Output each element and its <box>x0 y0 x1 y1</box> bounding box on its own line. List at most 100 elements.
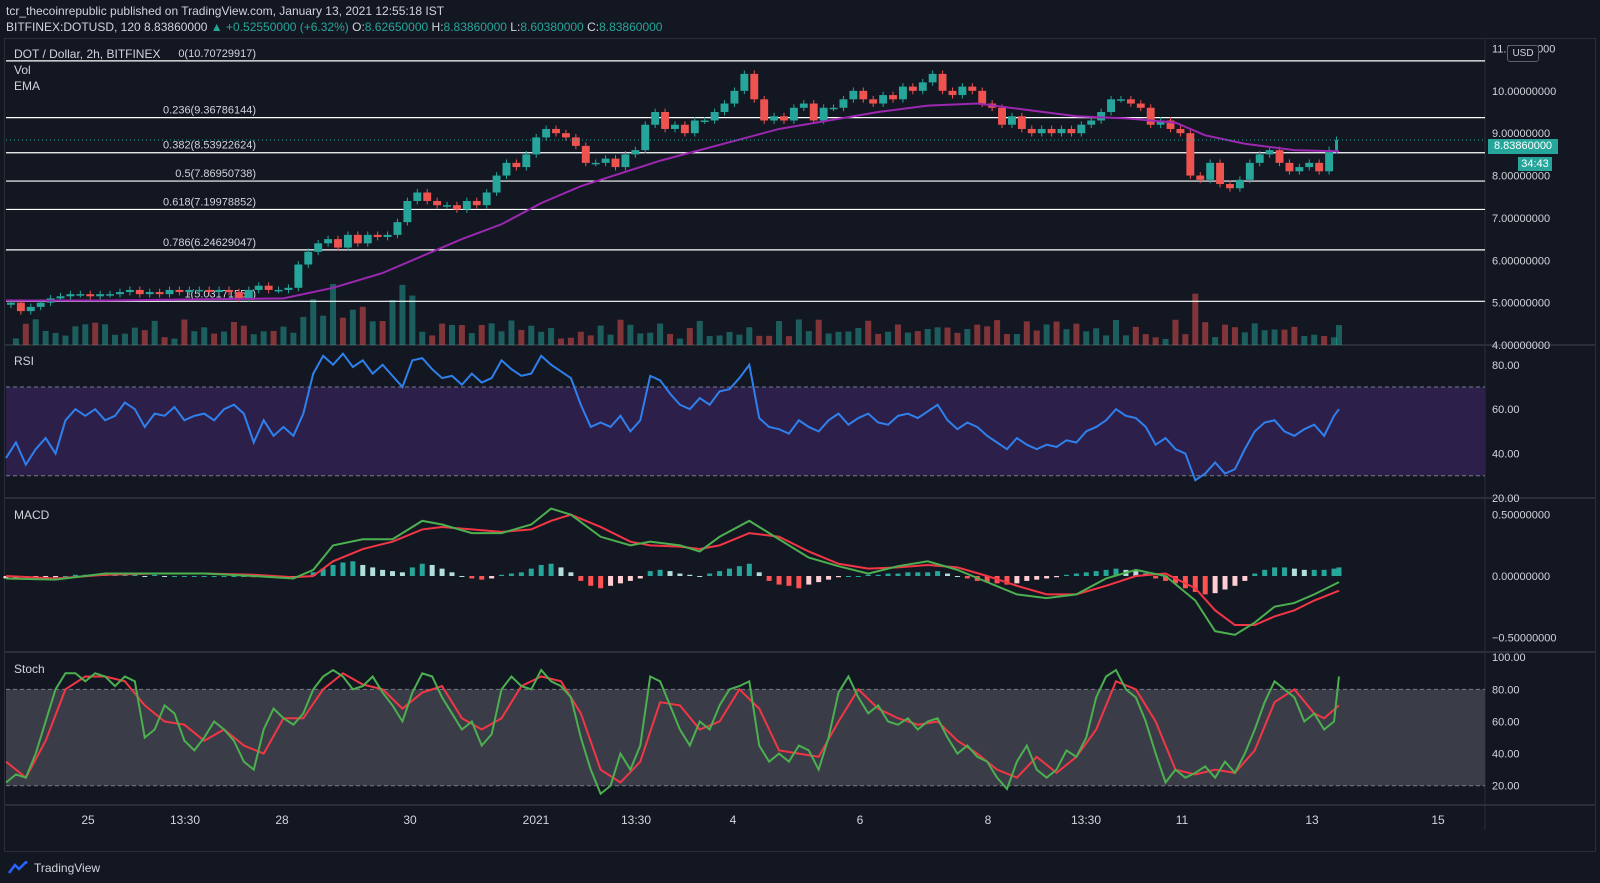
candle-body <box>1107 99 1116 113</box>
candle-body <box>562 133 570 138</box>
volume-bar <box>82 324 89 345</box>
candle-body <box>859 90 868 100</box>
candle-body <box>552 128 561 134</box>
candle-body <box>898 86 907 100</box>
macd-histogram-bar <box>1044 576 1050 579</box>
candle-body <box>195 289 204 292</box>
candle-body <box>1325 150 1334 172</box>
candle-body <box>948 90 957 96</box>
time-axis-tick: 28 <box>275 813 289 827</box>
footer-brand[interactable]: TradingView <box>8 857 100 879</box>
candle-body <box>789 107 798 121</box>
volume-bar <box>1023 321 1030 345</box>
volume-bar <box>399 284 406 345</box>
candle-body <box>1097 112 1106 121</box>
volume-bar <box>746 327 753 345</box>
candle-body <box>304 251 313 265</box>
candle-body <box>1136 103 1145 108</box>
candle-body <box>918 82 927 91</box>
volume-bar <box>240 325 247 345</box>
candle-body <box>1285 162 1294 172</box>
fib-level-label: 0.618(7.19978852) <box>163 196 256 208</box>
volume-bar <box>290 332 297 345</box>
candle-body <box>740 73 749 91</box>
macd-histogram-bar <box>399 572 405 576</box>
macd-histogram-bar <box>508 573 514 576</box>
volume-bar <box>914 331 921 345</box>
macd-histogram-bar <box>429 564 435 576</box>
volume-bar <box>528 325 535 345</box>
macd-histogram-bar <box>1054 576 1060 578</box>
macd-histogram-bar <box>122 574 128 576</box>
volume-bar <box>825 333 832 345</box>
volume-bar <box>458 325 465 345</box>
candle-body <box>135 289 144 295</box>
time-axis-tick: 13:30 <box>621 813 651 827</box>
volume-bar <box>62 335 69 345</box>
macd-histogram-bar <box>766 576 772 581</box>
volume-bar <box>1122 335 1129 345</box>
volume-bar <box>548 328 555 345</box>
candle-body <box>1117 99 1125 101</box>
candle-body <box>938 73 947 91</box>
candle-body <box>165 289 174 295</box>
volume-bar <box>12 338 19 345</box>
fib-level-label: 0.5(7.86950738) <box>175 168 256 180</box>
candle-body <box>928 73 937 83</box>
macd-histogram-bar <box>53 576 59 578</box>
volume-bar <box>1152 337 1159 345</box>
volume-bar <box>389 299 396 345</box>
macd-histogram-bar <box>1083 572 1089 576</box>
volume-bar <box>1103 335 1110 345</box>
macd-histogram-bar <box>895 573 901 576</box>
macd-histogram-bar <box>945 573 951 576</box>
price-axis-tick: 10.00000000 <box>1492 86 1556 98</box>
candle-body <box>1265 150 1274 155</box>
price-axis-tick: 5.00000000 <box>1492 298 1550 310</box>
price-axis-tick: 7.00000000 <box>1492 213 1550 225</box>
volume-bar <box>1063 329 1070 345</box>
volume-bar <box>221 331 228 345</box>
candle-body <box>601 158 610 163</box>
candle-body <box>314 243 323 252</box>
volume-bar <box>795 319 802 345</box>
ema-line <box>6 102 1340 302</box>
macd-histogram-bar <box>132 574 138 576</box>
candle-body <box>284 287 293 290</box>
time-axis-tick: 2021 <box>523 813 550 827</box>
macd-histogram-bar <box>221 576 227 577</box>
candle-body <box>363 234 372 244</box>
macd-histogram-bar <box>439 568 445 576</box>
candle-body <box>1077 124 1086 134</box>
volume-bar <box>92 322 99 345</box>
macd-histogram-bar <box>736 566 742 576</box>
candle-body <box>36 302 45 307</box>
candle-body <box>611 158 620 168</box>
currency-badge[interactable]: USD <box>1507 45 1539 62</box>
candle-body <box>1087 120 1096 125</box>
volume-bar <box>706 336 713 345</box>
candle-body <box>651 112 660 125</box>
volume-bar <box>1053 321 1060 345</box>
volume-bar <box>855 327 862 345</box>
macd-histogram-bar <box>647 571 653 576</box>
candle-body <box>671 124 679 129</box>
candle-body <box>1126 99 1135 104</box>
candle-body <box>879 95 888 104</box>
candle-body <box>1196 175 1205 180</box>
candle-body <box>829 107 838 110</box>
volume-bar <box>1301 336 1308 345</box>
macd-histogram-bar <box>538 564 544 576</box>
macd-histogram-bar <box>1202 576 1208 595</box>
volume-bar <box>1222 324 1229 345</box>
macd-histogram-bar <box>1073 573 1079 576</box>
macd-histogram-bar <box>1262 569 1268 576</box>
volume-bar <box>567 337 574 345</box>
volume-bar <box>885 331 892 345</box>
macd-histogram-bar <box>370 567 376 576</box>
macd-histogram-bar <box>1336 567 1342 576</box>
candle-body <box>1007 116 1016 125</box>
macd-histogram-bar <box>687 574 693 576</box>
candle-body <box>889 95 897 100</box>
